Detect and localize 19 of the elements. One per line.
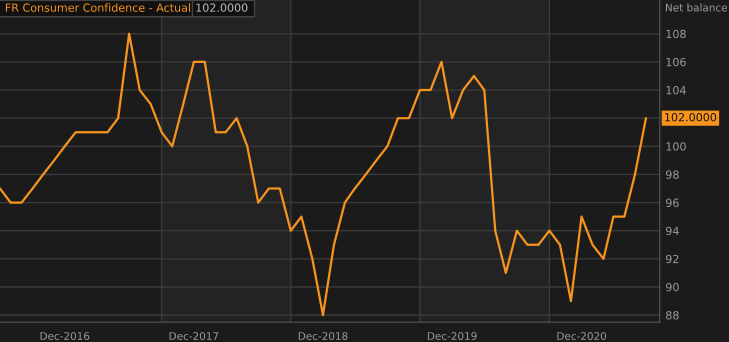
y-tick-label: 104 bbox=[666, 86, 686, 94]
y-tick-label: 98 bbox=[666, 170, 679, 179]
y-tick-label: 94 bbox=[666, 226, 679, 236]
y-tick-label: 90 bbox=[666, 282, 679, 292]
y-tick-label: 96 bbox=[666, 198, 679, 207]
text: 102.0000 bbox=[665, 112, 716, 122]
x-tick-label: Dec-2017 bbox=[170, 332, 218, 340]
y-tick-label: 88 bbox=[666, 311, 679, 320]
y-tick-label: 92 bbox=[666, 254, 678, 264]
y-tick-label: 100 bbox=[666, 142, 686, 151]
x-tick-label: Dec-2016 bbox=[40, 332, 90, 340]
x-tick-label: Dec-2020 bbox=[557, 332, 606, 340]
text: FR Consumer Confidence - Actual bbox=[6, 3, 190, 12]
y-axis-title: Net balance bbox=[666, 3, 727, 12]
y-tick-label: 108 bbox=[666, 30, 686, 38]
annotation: 102.0000 bbox=[196, 3, 248, 12]
y-tick-label: 106 bbox=[666, 58, 686, 66]
x-tick-label: Dec-2019 bbox=[428, 332, 477, 340]
x-tick-label: Dec-2018 bbox=[298, 332, 348, 340]
